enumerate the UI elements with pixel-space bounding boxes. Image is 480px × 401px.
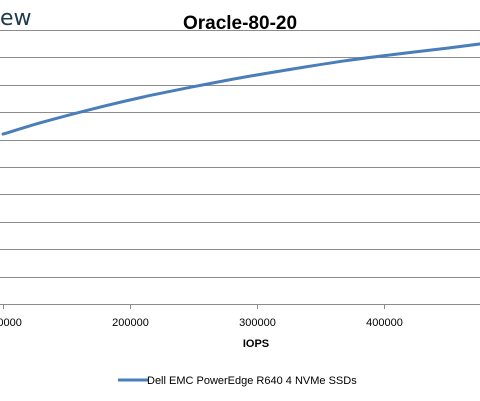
x-tick-label-3: 400000 <box>366 317 403 329</box>
legend-label-0: Dell EMC PowerEdge R640 4 NVMe SSDs <box>147 375 357 387</box>
series-line-0 <box>1 42 480 136</box>
gridlines <box>0 30 480 305</box>
x-axis-ticks: 100000 200000 300000 400000 <box>0 304 403 329</box>
chart-title: Oracle-80-20 <box>182 13 298 34</box>
series-lines <box>1 42 480 136</box>
x-tick-label-1: 200000 <box>112 317 149 329</box>
x-tick-label-0: 100000 <box>0 317 22 329</box>
x-tick-label-2: 300000 <box>239 317 276 329</box>
legend: Dell EMC PowerEdge R640 4 NVMe SSDs <box>118 375 357 387</box>
brand-logo-text: ew <box>0 6 32 31</box>
x-axis-label: IOPS <box>243 338 269 350</box>
